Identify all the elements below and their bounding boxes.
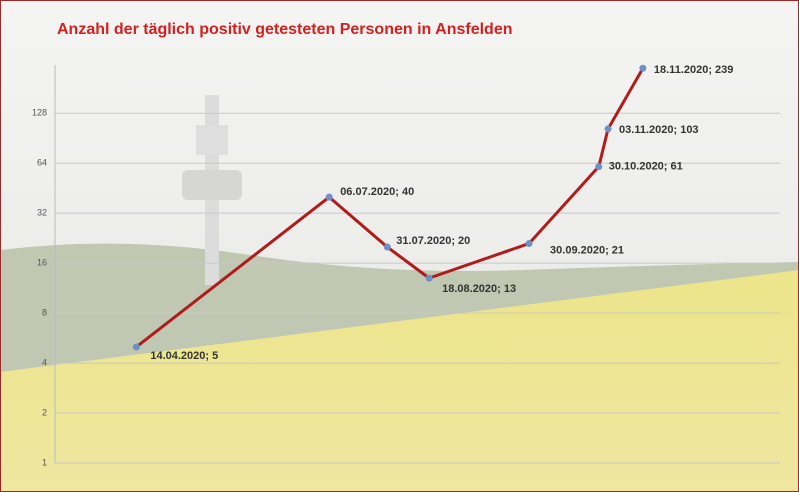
data-label: 31.07.2020; 20 [396, 235, 470, 247]
y-tick-label: 128 [32, 108, 47, 118]
y-tick-label: 1 [42, 457, 47, 467]
data-label: 30.10.2020; 61 [609, 161, 683, 173]
data-point [526, 240, 533, 247]
data-label: 30.09.2020; 21 [550, 244, 624, 256]
data-point [133, 343, 140, 350]
chart: Anzahl der täglich positiv getesteten Pe… [0, 0, 799, 492]
y-tick-label: 32 [37, 208, 47, 218]
data-label: 18.08.2020; 13 [442, 283, 516, 295]
data-point [326, 194, 333, 201]
data-label: 18.11.2020; 239 [654, 64, 734, 76]
y-tick-label: 16 [37, 258, 47, 268]
data-point [605, 125, 612, 132]
y-tick-label: 64 [37, 158, 47, 168]
y-tick-label: 8 [42, 307, 47, 317]
y-tick-label: 4 [42, 357, 47, 367]
data-label: 06.07.2020; 40 [340, 186, 414, 198]
data-point [639, 65, 646, 72]
data-label: 03.11.2020; 103 [619, 124, 699, 136]
data-point [426, 275, 433, 282]
chart-title: Anzahl der täglich positiv getesteten Pe… [57, 21, 513, 38]
data-label: 14.04.2020; 5 [150, 350, 218, 362]
data-point [595, 163, 602, 170]
data-point [384, 244, 391, 251]
y-tick-label: 2 [42, 407, 47, 417]
